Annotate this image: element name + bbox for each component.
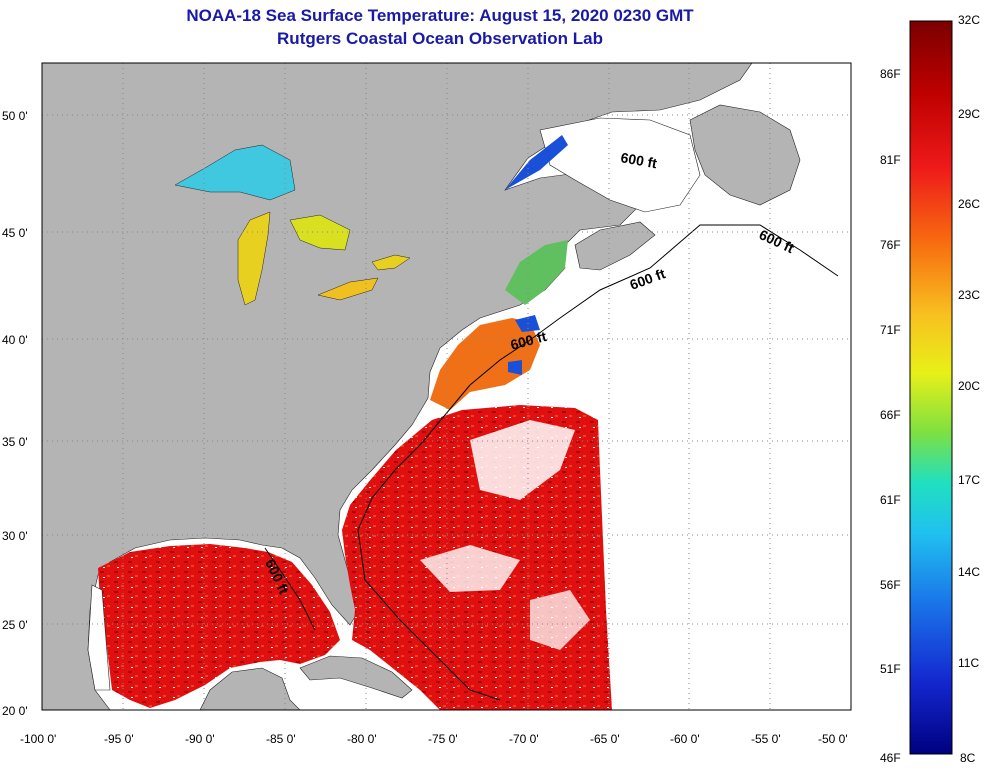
lon-label: -50 0' xyxy=(818,732,848,746)
latitude-axis: 50 0' 45 0' 40 0' 35 0' 30 0' 25 0' 20 0… xyxy=(2,109,28,718)
colorbar-gradient xyxy=(909,20,953,755)
lat-label: 25 0' xyxy=(2,618,28,632)
colorbar-celsius-label: 32C xyxy=(958,13,980,27)
lake-michigan xyxy=(237,211,271,306)
land-north-america xyxy=(42,63,753,710)
lat-label: 50 0' xyxy=(2,109,28,123)
colorbar-celsius-label: 14C xyxy=(958,565,980,579)
sst-mid-atlantic-shelf xyxy=(430,318,540,410)
land-yucatan xyxy=(199,667,301,710)
colorbar-fahrenheit-label: 51F xyxy=(880,662,901,676)
lat-label: 35 0' xyxy=(2,435,28,449)
sst-gulf-of-mexico xyxy=(98,544,340,708)
colorbar-fahrenheit-label: 81F xyxy=(880,153,901,167)
map-area: 600 ft 600 ft 600 ft 600 ft 600 ft xyxy=(42,63,851,710)
colorbar-celsius-label: 11C xyxy=(958,656,979,670)
lat-label: 40 0' xyxy=(2,333,28,347)
lon-label: -65 0' xyxy=(590,732,620,746)
sst-st-lawrence-estuary xyxy=(505,135,568,190)
map-title: NOAA-18 Sea Surface Temperature: August … xyxy=(186,6,694,25)
lat-label: 20 0' xyxy=(2,704,28,718)
contour-label: 600 ft xyxy=(619,149,658,171)
colorbar-fahrenheit-label: 66F xyxy=(880,408,901,422)
colorbar-fahrenheit-label: 71F xyxy=(880,323,901,337)
lake-erie xyxy=(317,277,379,301)
lon-label: -85 0' xyxy=(266,732,296,746)
colorbar-celsius-label: 26C xyxy=(958,197,980,211)
lake-huron xyxy=(289,214,351,251)
lake-ontario xyxy=(371,254,411,271)
colorbar-celsius-label: 29C xyxy=(958,107,980,121)
lon-label: -60 0' xyxy=(670,732,700,746)
colorbar-celsius-label: 20C xyxy=(958,379,980,393)
lon-label: -75 0' xyxy=(428,732,458,746)
lon-label: -95 0' xyxy=(104,732,134,746)
colorbar-fahrenheit-label: 61F xyxy=(880,493,901,507)
lat-label: 45 0' xyxy=(2,226,28,240)
lon-label: -70 0' xyxy=(509,732,539,746)
land-nova-scotia xyxy=(574,221,656,271)
lake-superior xyxy=(174,144,296,201)
gulf-st-lawrence xyxy=(539,117,701,213)
atlantic-cloud-2 xyxy=(420,545,520,592)
land-newfoundland xyxy=(689,104,801,206)
isobath-600ft-gulf xyxy=(264,547,316,631)
longitude-axis: -100 0' -95 0' -90 0' -85 0' -80 0' -75 … xyxy=(20,732,848,746)
atlantic-cloud-3 xyxy=(530,590,590,650)
colorbar-celsius-label: 23C xyxy=(958,288,980,302)
land-cuba xyxy=(299,655,413,699)
colorbar-fahrenheit-label: 76F xyxy=(880,238,901,252)
sst-cold-spot-2 xyxy=(508,360,522,375)
lat-label: 30 0' xyxy=(2,529,28,543)
map-subtitle: Rutgers Coastal Ocean Observation Lab xyxy=(277,29,603,48)
atlantic-cloud-1 xyxy=(470,420,575,500)
sst-gulf-of-maine xyxy=(505,240,568,305)
colorbar-celsius-label: 17C xyxy=(958,473,980,487)
gulf-nodata-patch xyxy=(87,584,111,691)
lon-label: -90 0' xyxy=(185,732,215,746)
lon-label: -100 0' xyxy=(20,732,56,746)
colorbar-fahrenheit-label: 46F xyxy=(880,751,901,765)
colorbar: 32C 29C 26C 23C 20C 17C 14C 11C 8C 86F 8… xyxy=(880,13,980,765)
colorbar-celsius-label: 8C xyxy=(960,751,976,765)
map-frame xyxy=(41,62,852,711)
colorbar-fahrenheit-label: 86F xyxy=(880,67,901,81)
lon-label: -55 0' xyxy=(751,732,781,746)
colorbar-fahrenheit-label: 56F xyxy=(880,578,901,592)
isobath-600ft xyxy=(357,224,839,701)
lon-label: -80 0' xyxy=(347,732,377,746)
